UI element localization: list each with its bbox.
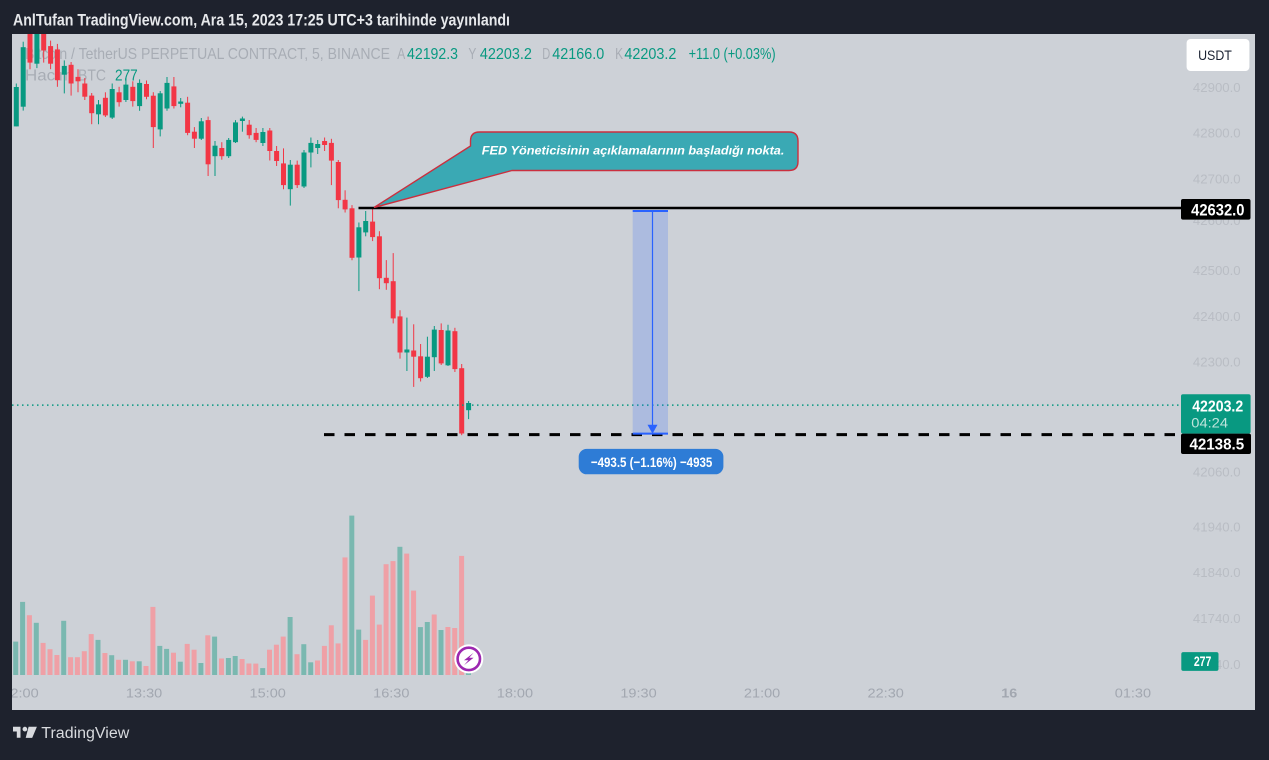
- svg-text:Bitcoin / TetherUS PERPETUAL C: Bitcoin / TetherUS PERPETUAL CONTRACT, 5…: [25, 46, 390, 63]
- svg-text:42203.2: 42203.2: [1192, 398, 1243, 415]
- svg-text:D: D: [542, 46, 550, 63]
- svg-text:Hacim: Hacim: [25, 68, 73, 85]
- svg-text:18:00: 18:00: [497, 685, 533, 700]
- svg-text:FED Yöneticisinin açıklamaları: FED Yöneticisinin açıklamalarının başlad…: [482, 146, 785, 158]
- svg-text:42900.0: 42900.0: [1193, 81, 1241, 95]
- svg-text:BTC: BTC: [78, 68, 106, 85]
- svg-text:16:30: 16:30: [373, 685, 409, 700]
- svg-text:04:24: 04:24: [1191, 416, 1228, 431]
- svg-text:277: 277: [1194, 654, 1212, 669]
- svg-text:13:30: 13:30: [126, 685, 162, 700]
- svg-text:12:00: 12:00: [12, 685, 39, 700]
- svg-text:K: K: [615, 46, 623, 63]
- svg-text:42203.2: 42203.2: [480, 46, 532, 63]
- svg-text:TradingView: TradingView: [41, 725, 130, 742]
- svg-text:42400.0: 42400.0: [1193, 310, 1241, 324]
- svg-text:42138.5: 42138.5: [1189, 437, 1244, 454]
- svg-text:42800.0: 42800.0: [1193, 127, 1241, 141]
- svg-text:Y: Y: [468, 46, 476, 63]
- svg-text:42500.0: 42500.0: [1193, 264, 1241, 278]
- svg-text:41840.0: 41840.0: [1193, 566, 1241, 580]
- svg-text:22:30: 22:30: [868, 685, 904, 700]
- svg-text:01:30: 01:30: [1115, 685, 1151, 700]
- svg-text:42192.3: 42192.3: [407, 46, 458, 63]
- svg-text:19:30: 19:30: [620, 685, 656, 700]
- svg-text:AnlTufan TradingView.com, Ara: AnlTufan TradingView.com, Ara 15, 2023 1…: [13, 11, 510, 30]
- svg-text:42700.0: 42700.0: [1193, 173, 1241, 187]
- svg-text:15:00: 15:00: [250, 685, 286, 700]
- svg-text:42060.0: 42060.0: [1193, 465, 1241, 479]
- svg-text:USDT: USDT: [1198, 47, 1232, 63]
- svg-text:16: 16: [1001, 685, 1017, 700]
- svg-text:+11.0 (+0.03%): +11.0 (+0.03%): [689, 46, 776, 63]
- svg-text:277: 277: [115, 68, 138, 85]
- svg-text:42300.0: 42300.0: [1193, 356, 1241, 370]
- svg-text:−493.5 (−1.16%) −4935: −493.5 (−1.16%) −4935: [591, 454, 713, 470]
- svg-text:42166.0: 42166.0: [552, 46, 604, 63]
- svg-text:A: A: [397, 46, 405, 63]
- svg-text:41940.0: 41940.0: [1193, 520, 1241, 534]
- svg-text:41740.0: 41740.0: [1193, 612, 1241, 626]
- svg-text:42632.0: 42632.0: [1191, 201, 1244, 220]
- svg-text:42203.2: 42203.2: [624, 46, 676, 63]
- svg-text:21:00: 21:00: [744, 685, 780, 700]
